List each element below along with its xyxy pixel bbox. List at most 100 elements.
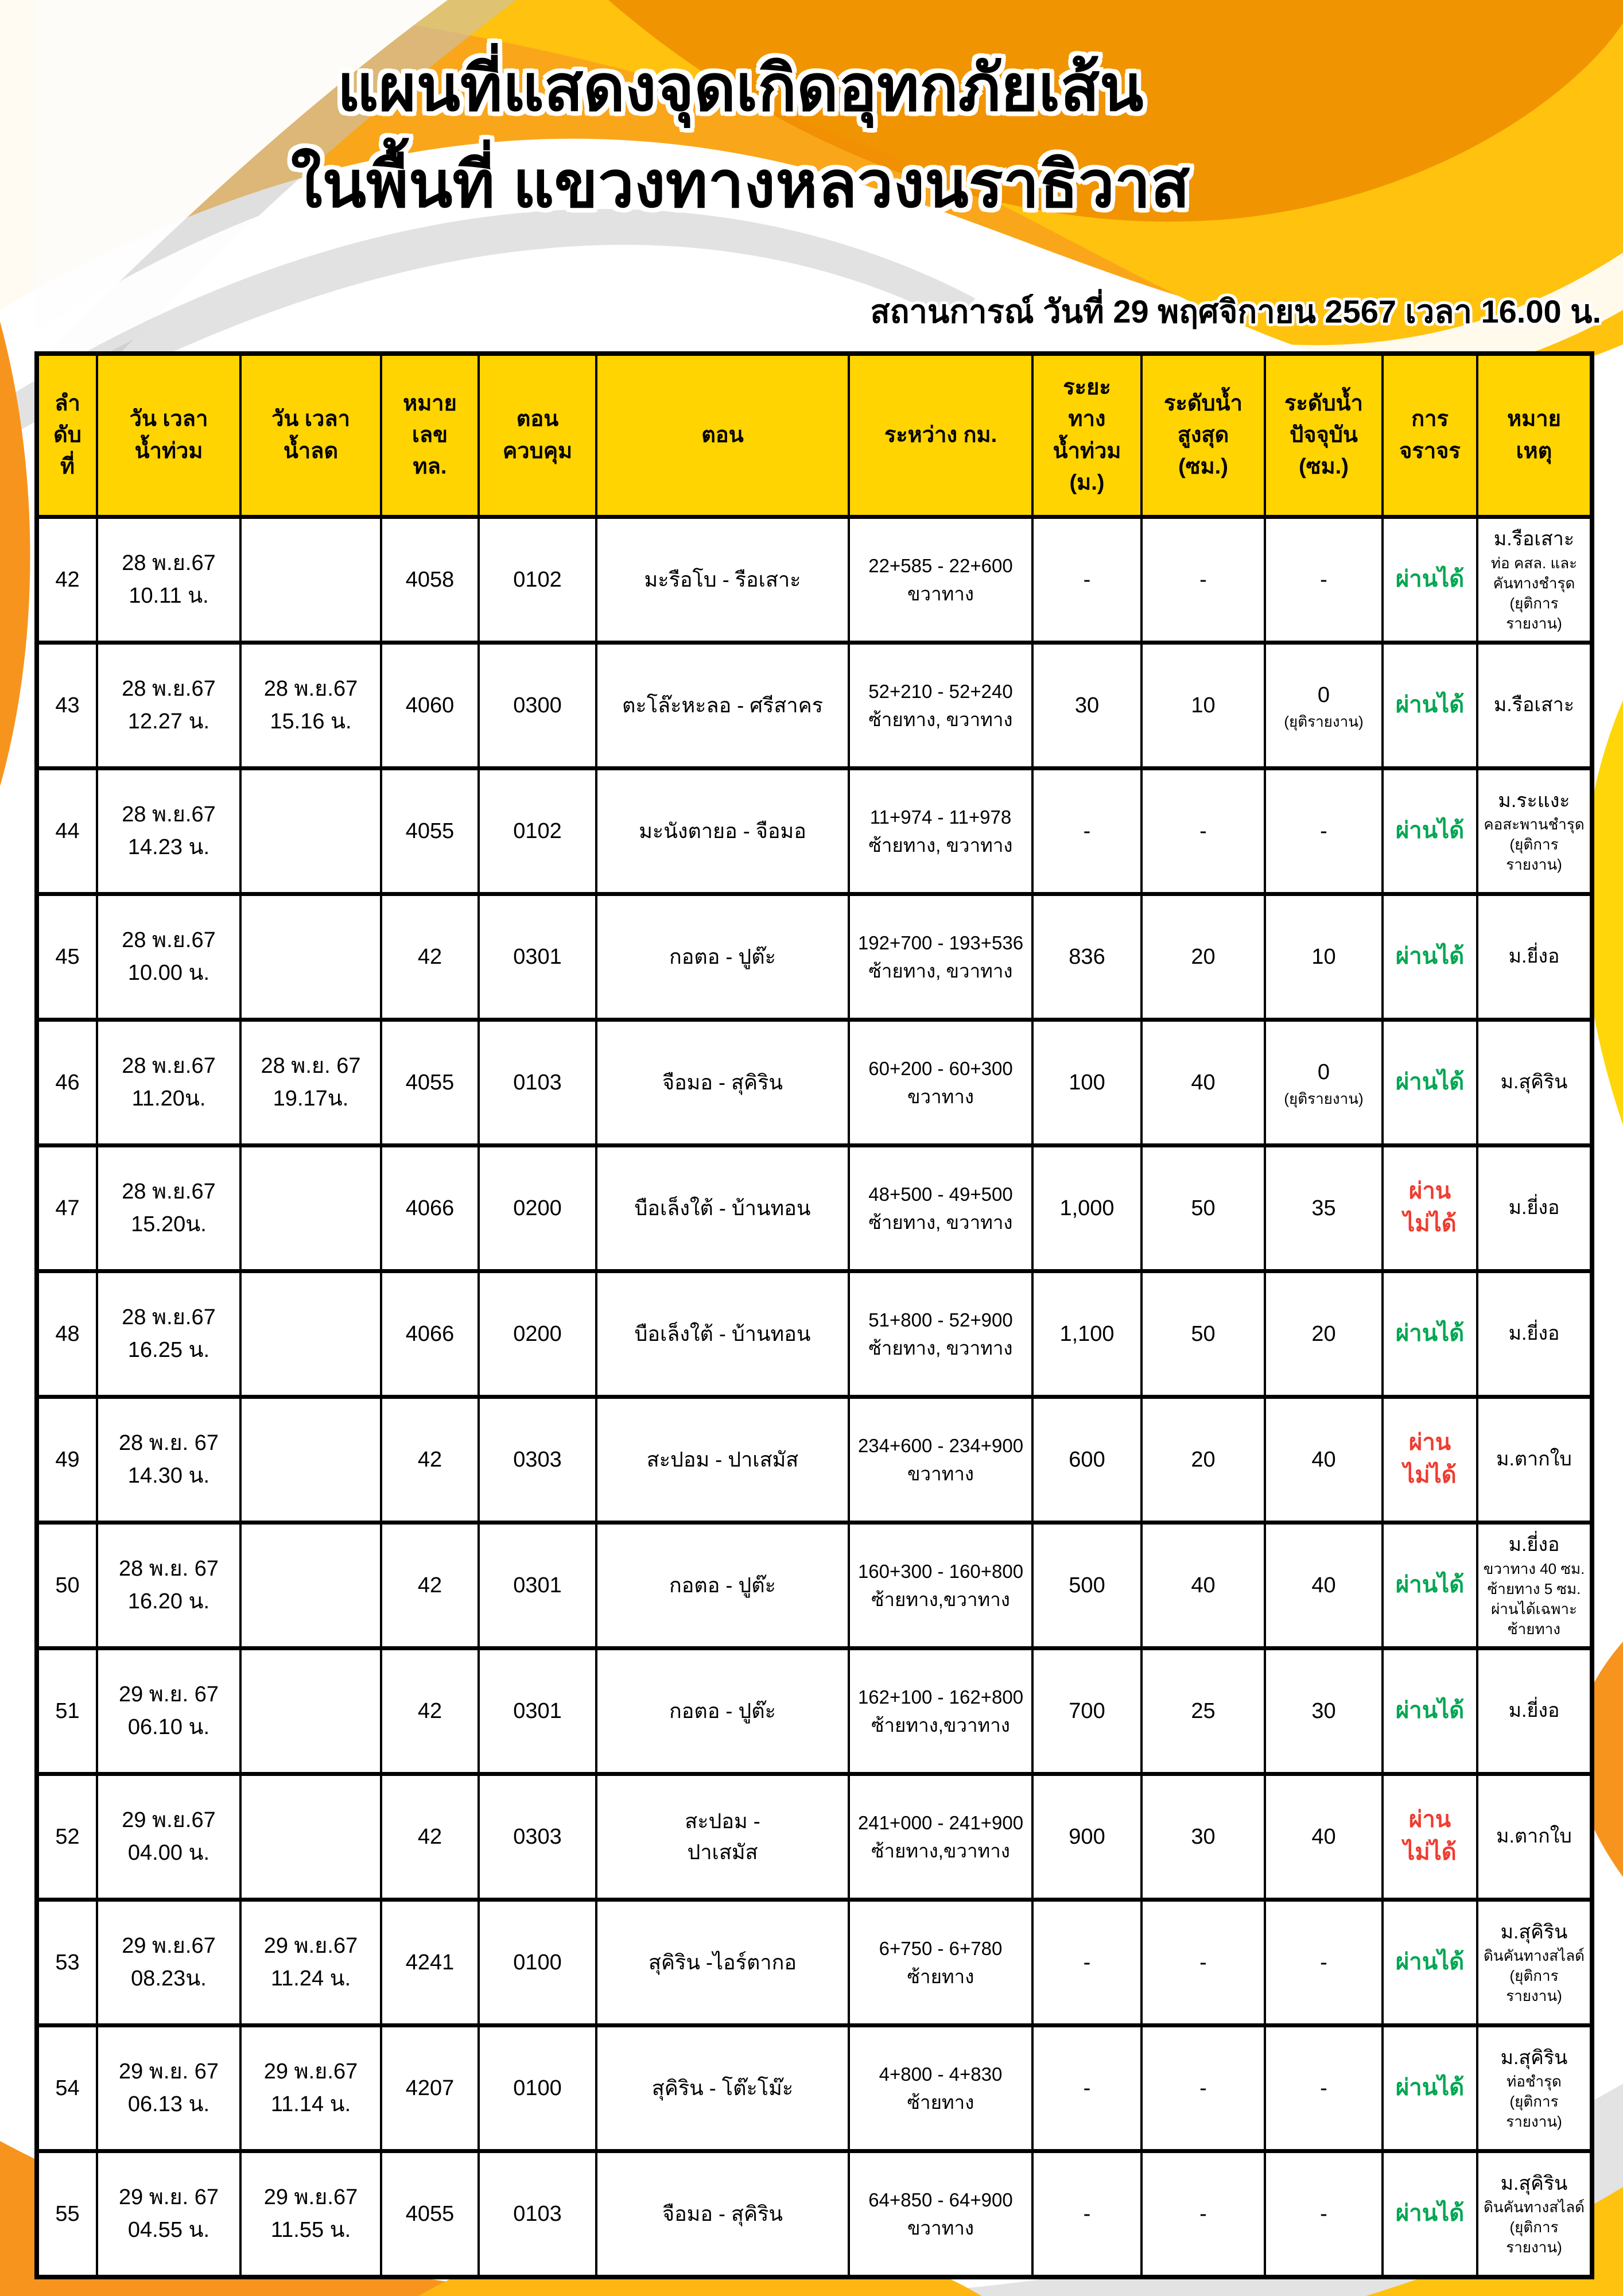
cell-remark: ม.ยี่งอ <box>1476 892 1593 1022</box>
cell-route-number: 4066 <box>380 1269 480 1399</box>
traffic-label: ผ่านได้ <box>1395 943 1465 969</box>
cell-control-section: 0100 <box>477 2023 597 2153</box>
cell-section-name: สะปอม - ปาเสมัส <box>595 1772 850 1902</box>
cell-flood-length: - <box>1031 766 1143 896</box>
traffic-label: ผ่านได้ <box>1395 692 1465 718</box>
cell-traffic-status: ผ่านได้ <box>1381 1269 1478 1399</box>
remark-main: ม.ยี่งอ <box>1508 1322 1560 1345</box>
header-flood-time: วัน เวลา น้ำท่วม <box>96 351 242 519</box>
remark-main: ม.สุคิริน <box>1500 2172 1568 2194</box>
current-level-value: 40 <box>1311 1573 1336 1597</box>
cell-recede-time: 29 พ.ย.67 11.24 น. <box>239 1898 382 2027</box>
cell-flood-length: 700 <box>1031 1646 1143 1776</box>
cell-sequence: 49 <box>36 1395 98 1525</box>
cell-max-water-level: 30 <box>1140 1772 1266 1902</box>
cell-control-section: 0300 <box>477 641 597 770</box>
cell-flood-length: - <box>1031 1898 1143 2027</box>
flood-incident-table: ลำ ดับ ที่ วัน เวลา น้ำท่วม วัน เวลา น้ำ… <box>34 351 1594 2279</box>
remark-main: ม.ยี่งอ <box>1508 1700 1560 1722</box>
traffic-label: ผ่านได้ <box>1395 1069 1465 1095</box>
cell-recede-time: 29 พ.ย.67 11.55 น. <box>239 2149 382 2279</box>
table-row: 55 29 พ.ย. 67 04.55 น. 29 พ.ย.67 11.55 น… <box>36 2149 1593 2279</box>
current-level-value: 30 <box>1311 1698 1336 1723</box>
cell-remark: ม.ยี่งอ <box>1476 1646 1593 1776</box>
cell-remark: ม.รือเสาะ ท่อ คสล. และ คันทางชำรุด (ยุติ… <box>1476 515 1593 645</box>
cell-remark: ม.ตากใบ <box>1476 1395 1593 1525</box>
report-datetime: สถานการณ์ วันที่ 29 พฤศจิกายน 2567 เวลา … <box>870 293 1601 329</box>
cell-traffic-status: ผ่านได้ <box>1381 766 1478 896</box>
table-row: 52 29 พ.ย.67 04.00 น. 42 0303 สะปอม - ปา… <box>36 1772 1593 1902</box>
cell-recede-time: 29 พ.ย.67 11.14 น. <box>239 2023 382 2153</box>
cell-flood-time: 29 พ.ย. 67 06.13 น. <box>96 2023 242 2153</box>
cell-control-section: 0301 <box>477 1521 597 1650</box>
traffic-label: ผ่านได้ <box>1395 1320 1465 1346</box>
traffic-label: ผ่านได้ <box>1395 2200 1465 2226</box>
remark-note: ท่อ คสล. และ คันทางชำรุด (ยุติการรายงาน) <box>1490 554 1578 632</box>
cell-sequence: 54 <box>36 2023 98 2153</box>
cell-current-water-level: - <box>1264 515 1384 645</box>
header-traffic: การ จราจร <box>1381 351 1478 519</box>
cell-route-number: 42 <box>380 1395 480 1525</box>
cell-route-number: 4055 <box>380 2149 480 2279</box>
cell-section-name: บือเล็งใต้ - บ้านทอน <box>595 1143 850 1273</box>
cell-section-name: ตะโล๊ะหะลอ - ศรีสาคร <box>595 641 850 770</box>
cell-sequence: 50 <box>36 1521 98 1650</box>
cell-section-name: บือเล็งใต้ - บ้านทอน <box>595 1269 850 1399</box>
cell-remark: ม.ระแงะ คอสะพานชำรุด (ยุติการรายงาน) <box>1476 766 1593 896</box>
traffic-label: ผ่านได้ <box>1395 817 1465 843</box>
table-row: 51 29 พ.ย. 67 06.10 น. 42 0301 กอตอ - ปู… <box>36 1646 1593 1776</box>
cell-current-water-level: 40 <box>1264 1521 1384 1650</box>
cell-flood-time: 28 พ.ย.67 14.23 น. <box>96 766 242 896</box>
cell-flood-time: 29 พ.ย. 67 04.55 น. <box>96 2149 242 2279</box>
cell-km-range: 4+800 - 4+830 ซ้ายทาง <box>848 2023 1034 2153</box>
cell-flood-time: 29 พ.ย.67 08.23น. <box>96 1898 242 2027</box>
cell-remark: ม.ยี่งอ <box>1476 1269 1593 1399</box>
current-level-value: - <box>1320 1950 1327 1975</box>
traffic-label: ผ่าน ไม่ได้ <box>1403 1807 1457 1865</box>
cell-flood-time: 28 พ.ย.67 12.27 น. <box>96 641 242 770</box>
cell-current-water-level: 20 <box>1264 1269 1384 1399</box>
current-level-value: 40 <box>1311 1447 1336 1472</box>
cell-flood-time: 29 พ.ย. 67 06.10 น. <box>96 1646 242 1776</box>
current-level-value: 0 <box>1317 682 1330 707</box>
current-level-value: - <box>1320 2076 1327 2100</box>
cell-section-name: กอตอ - ปูต๊ะ <box>595 1521 850 1650</box>
cell-remark: ม.รือเสาะ <box>1476 641 1593 770</box>
cell-flood-length: 100 <box>1031 1018 1143 1147</box>
remark-main: ม.รือเสาะ <box>1493 528 1575 550</box>
cell-traffic-status: ผ่านได้ <box>1381 1646 1478 1776</box>
cell-current-water-level: - <box>1264 2023 1384 2153</box>
cell-flood-length: - <box>1031 2023 1143 2153</box>
current-level-value: - <box>1320 819 1327 843</box>
table-row: 47 28 พ.ย.67 15.20น. 4066 0200 บือเล็งใต… <box>36 1143 1593 1273</box>
cell-route-number: 42 <box>380 1521 480 1650</box>
cell-remark: ม.ตากใบ <box>1476 1772 1593 1902</box>
cell-current-water-level: 30 <box>1264 1646 1384 1776</box>
remark-main: ม.ระแงะ <box>1498 789 1570 812</box>
traffic-label: ผ่าน ไม่ได้ <box>1403 1430 1457 1488</box>
cell-control-section: 0103 <box>477 1018 597 1147</box>
title-line-1: แผนที่แสดงจุดเกิดอุทกภัยเส้น <box>337 52 1144 124</box>
cell-km-range: 48+500 - 49+500 ซ้ายทาง, ขวาทาง <box>848 1143 1034 1273</box>
cell-section-name: สะปอม - ปาเสมัส <box>595 1395 850 1525</box>
cell-sequence: 42 <box>36 515 98 645</box>
cell-max-water-level: - <box>1140 515 1266 645</box>
cell-current-water-level: - <box>1264 1898 1384 2027</box>
current-level-value: 35 <box>1311 1196 1336 1220</box>
cell-recede-time <box>239 1772 382 1902</box>
cell-flood-length: - <box>1031 515 1143 645</box>
cell-current-water-level: 40 <box>1264 1395 1384 1525</box>
header-sequence: ลำ ดับ ที่ <box>36 351 98 519</box>
traffic-label: ผ่านได้ <box>1395 2074 1465 2100</box>
cell-remark: ม.สุคิริน ดินคันทางสไลด์ (ยุติการรายงาน) <box>1476 2149 1593 2279</box>
cell-flood-time: 29 พ.ย.67 04.00 น. <box>96 1772 242 1902</box>
cell-flood-time: 28 พ.ย.67 15.20น. <box>96 1143 242 1273</box>
cell-flood-length: 1,100 <box>1031 1269 1143 1399</box>
cell-control-section: 0301 <box>477 1646 597 1776</box>
table-row: 49 28 พ.ย. 67 14.30 น. 42 0303 สะปอม - ป… <box>36 1395 1593 1525</box>
cell-km-range: 162+100 - 162+800 ซ้ายทาง,ขวาทาง <box>848 1646 1034 1776</box>
cell-traffic-status: ผ่าน ไม่ได้ <box>1381 1772 1478 1902</box>
current-level-value: 0 <box>1317 1060 1330 1084</box>
cell-sequence: 45 <box>36 892 98 1022</box>
cell-current-water-level: 10 <box>1264 892 1384 1022</box>
